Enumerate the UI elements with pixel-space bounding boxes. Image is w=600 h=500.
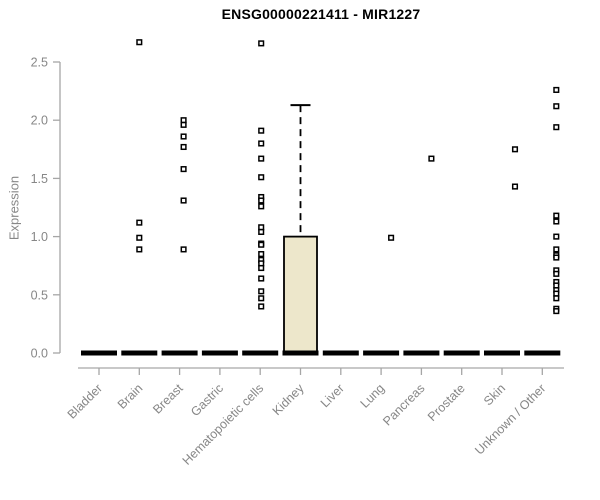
outlier-point (258, 303, 265, 310)
x-category-label: Gastric (188, 381, 226, 419)
x-category-label: Pancreas (380, 381, 427, 428)
x-category-label: Bladder (65, 381, 105, 421)
x-category-label: Liver (318, 381, 347, 410)
x-category-label: Kidney (270, 381, 307, 418)
outlier-point (180, 166, 187, 173)
outlier-point (553, 246, 560, 253)
outlier-point (136, 39, 143, 46)
outlier-point (553, 212, 560, 219)
median-bar (282, 350, 319, 356)
outlier-point (258, 251, 265, 258)
median-bar (443, 350, 480, 356)
median-bar (121, 350, 158, 356)
outlier-point (180, 246, 187, 253)
outlier-point (553, 103, 560, 110)
median-bar (403, 350, 440, 356)
box-rect (283, 235, 318, 354)
x-category-label: Prostate (425, 381, 468, 424)
outlier-point (258, 127, 265, 134)
outlier-point (136, 234, 143, 241)
median-bar (322, 350, 359, 356)
y-tick-label: 1.5 (31, 172, 48, 186)
outlier-point (511, 183, 519, 190)
x-category-label: Lung (358, 381, 388, 411)
outlier-point (258, 275, 265, 282)
median-bar (363, 350, 400, 356)
outlier-point (258, 295, 265, 302)
outlier-point (136, 246, 143, 253)
outlier-point (258, 197, 265, 204)
median-bar (81, 350, 117, 356)
outlier-point (180, 197, 187, 204)
y-tick-label: 1.0 (31, 230, 48, 244)
x-category-label: Hematopoietic cells (180, 381, 267, 468)
median-bar (201, 350, 238, 356)
outlier-point (258, 155, 265, 162)
outlier-point (180, 133, 187, 140)
outlier-point (553, 270, 560, 277)
outlier-point (258, 174, 265, 181)
outlier-point (258, 264, 265, 272)
outlier-point (258, 140, 265, 147)
outlier-point (180, 143, 187, 151)
outlier-point (553, 295, 560, 302)
y-tick-label: 2.5 (31, 56, 48, 70)
median-bar (161, 350, 198, 356)
outlier-point (553, 124, 560, 131)
outlier-point (553, 254, 560, 261)
outlier-point (180, 121, 187, 128)
outlier-point (258, 288, 265, 295)
outlier-point (136, 219, 143, 226)
outlier-point (553, 86, 560, 93)
median-bar (524, 350, 561, 356)
outlier-point (388, 234, 395, 241)
median-bar (484, 350, 520, 356)
outlier-point (553, 233, 560, 240)
outlier-point (258, 241, 265, 248)
outlier-point (511, 146, 519, 153)
y-tick-label: 2.0 (31, 114, 48, 128)
y-tick-label: 0.5 (31, 288, 48, 302)
outlier-point (258, 203, 265, 210)
x-category-label: Brain (115, 381, 146, 412)
outlier-point (553, 218, 560, 225)
outlier-point (553, 308, 560, 315)
y-tick-label: 0.0 (31, 347, 48, 361)
y-axis-title: Expression (6, 175, 22, 241)
x-category-label: Breast (150, 381, 186, 417)
x-category-label: Unknown / Other (472, 381, 548, 457)
chart-title: ENSG00000221411 - MIR1227 (221, 6, 421, 22)
x-category-label: Skin (481, 381, 508, 408)
outlier-point (258, 228, 265, 235)
median-bar (242, 350, 279, 356)
outlier-point (428, 155, 435, 162)
outlier-point (258, 40, 265, 47)
